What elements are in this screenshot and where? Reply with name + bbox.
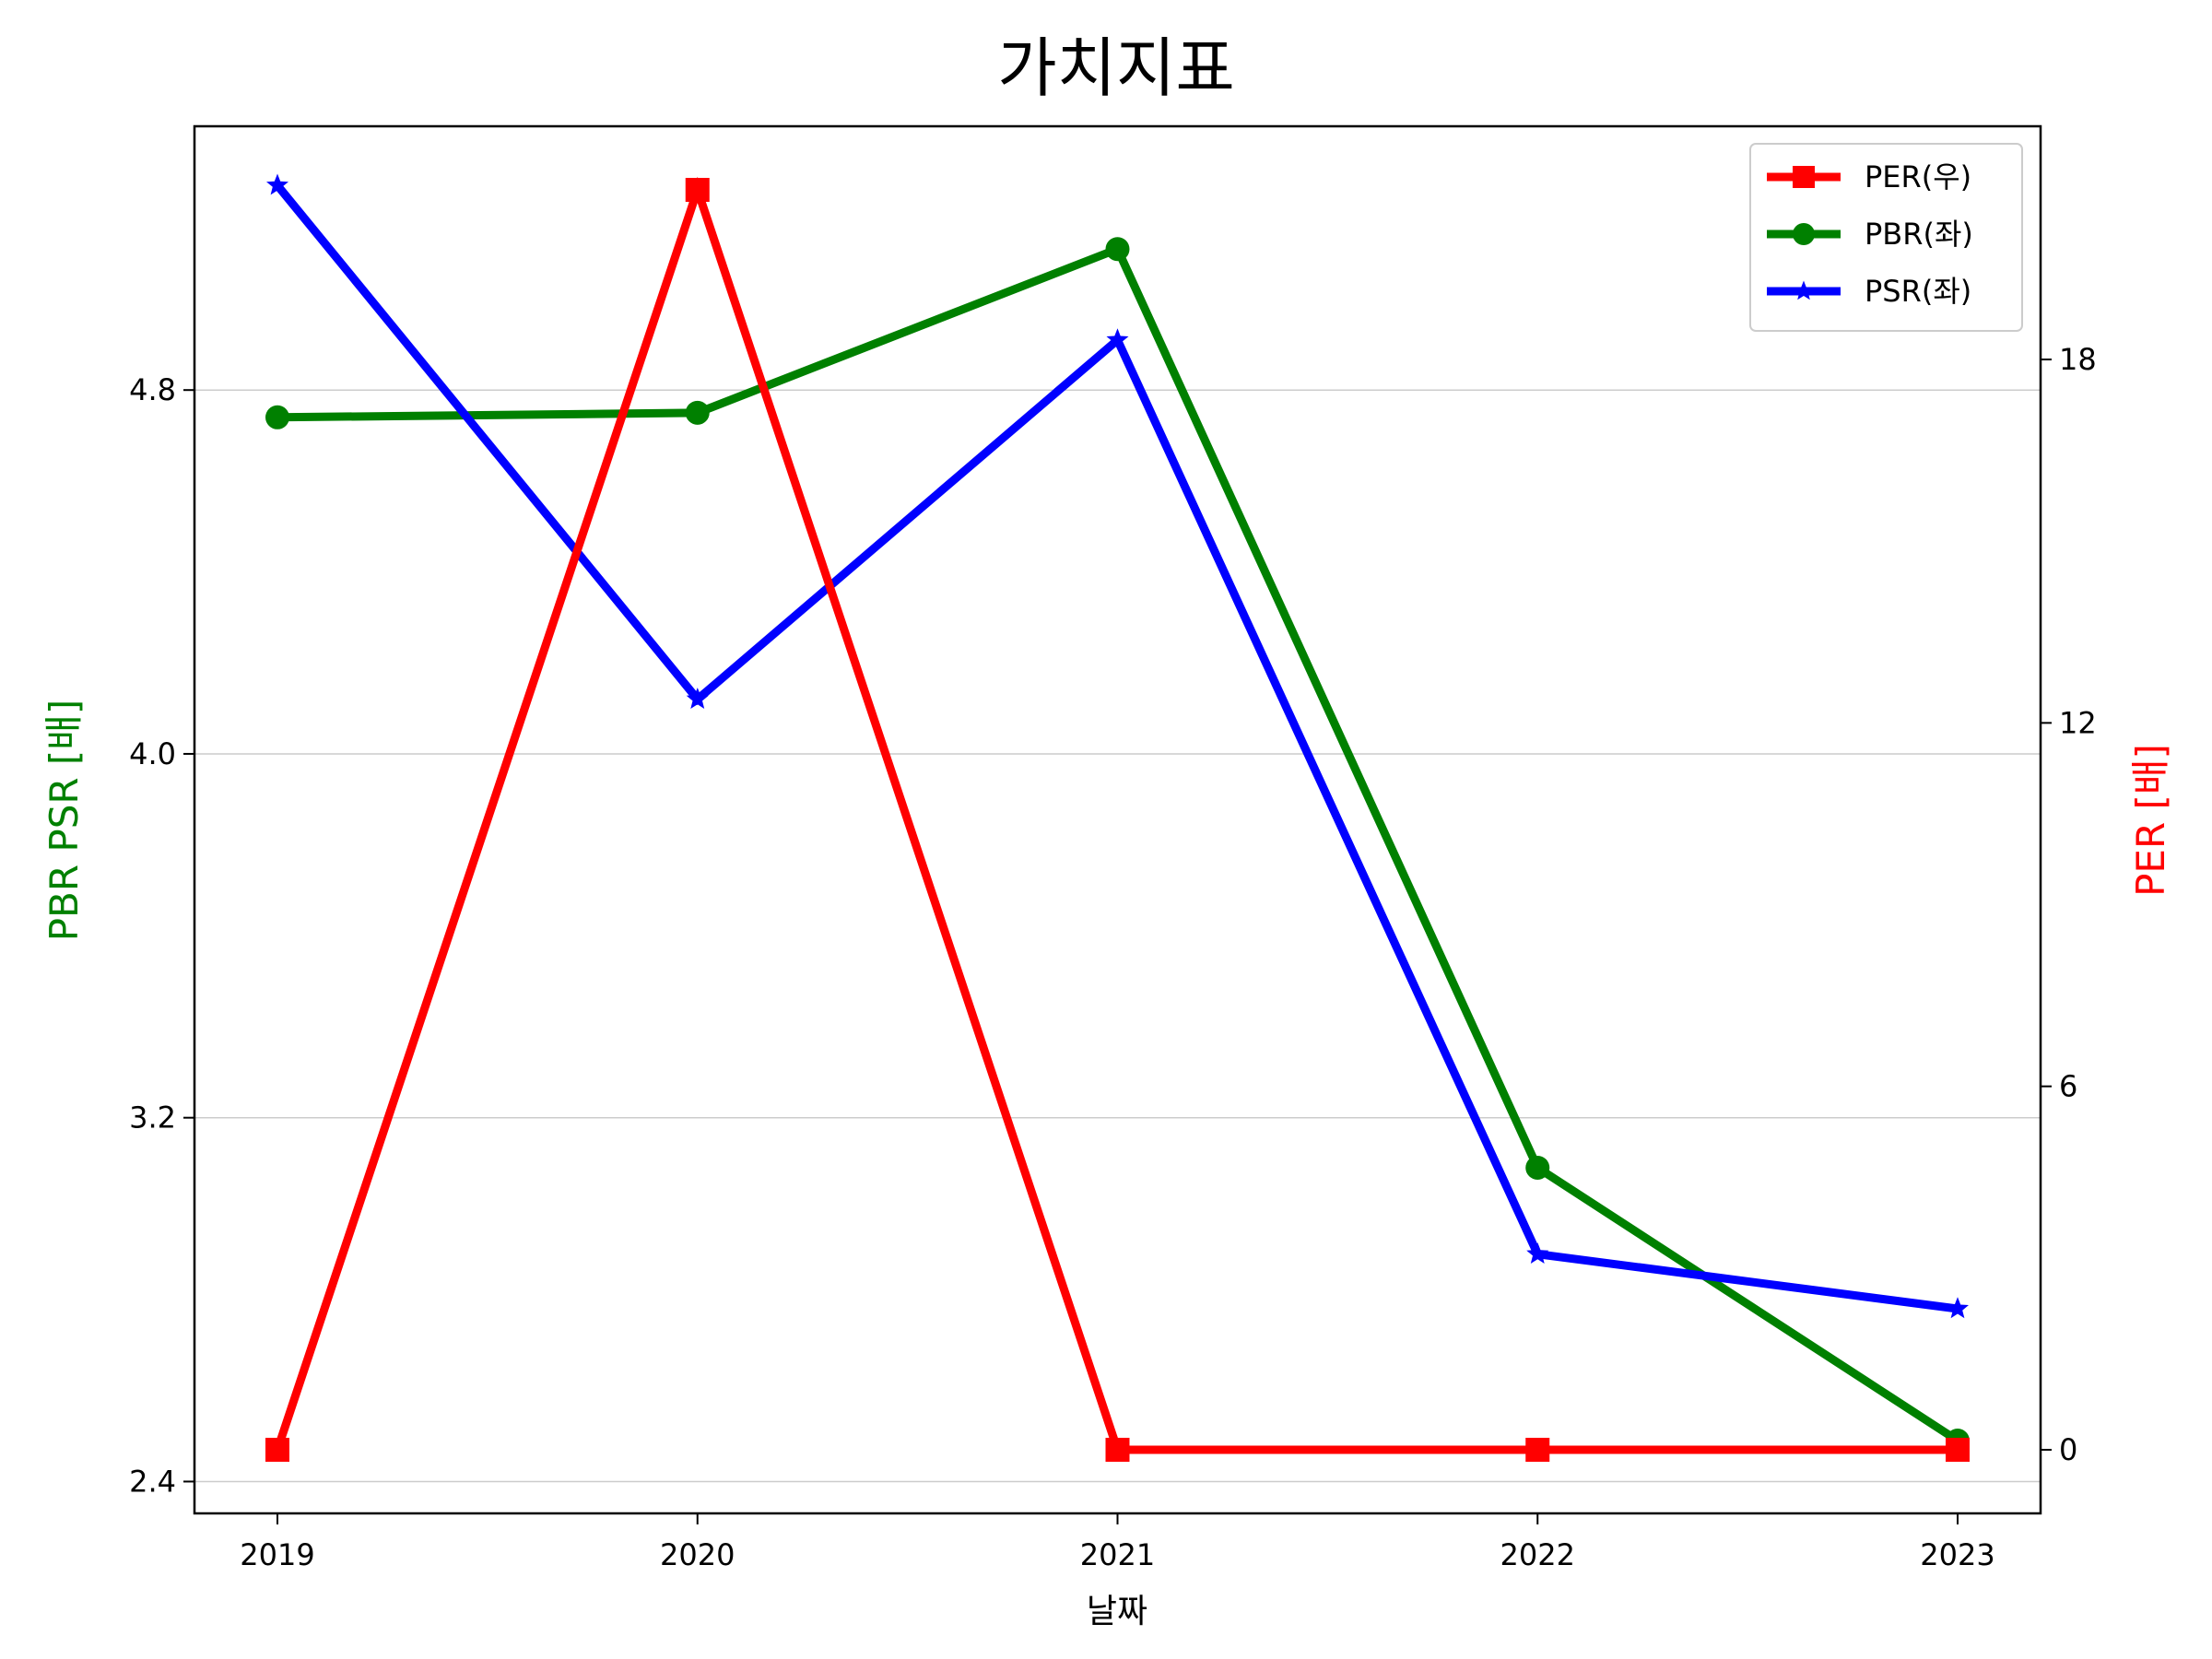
chart-title: 가치지표 <box>997 30 1235 106</box>
data-point <box>265 405 289 429</box>
data-point <box>685 400 710 425</box>
grid-lines <box>194 389 2041 1483</box>
legend-entry: PSR(좌) <box>1767 274 1971 309</box>
x-tick-label: 2022 <box>1500 1537 1575 1572</box>
data-point <box>1106 328 1129 350</box>
plot-series <box>265 173 1970 1462</box>
data-point <box>1526 1242 1549 1264</box>
right-y-axis-label: PER [배] <box>2128 744 2173 897</box>
legend-label: PSR(좌) <box>1865 274 1971 309</box>
left-y-tick-label: 4.0 <box>129 736 176 771</box>
x-axis-label: 날짜 <box>1087 1593 1147 1630</box>
legend: PER(우) PBR(좌) PSR(좌) <box>1749 143 2023 332</box>
legend-entries: PER(우) PBR(좌) PSR(좌) <box>1767 159 1973 309</box>
data-point <box>686 688 709 709</box>
data-point <box>1947 1297 1969 1319</box>
legend-label: PER(우) <box>1865 159 1971 194</box>
left-y-tick-label: 4.8 <box>129 372 176 407</box>
right-y-tick-label: 6 <box>2059 1069 2077 1104</box>
x-tick-label: 2019 <box>240 1537 314 1572</box>
legend-marker <box>1793 166 1815 188</box>
data-point <box>1105 1437 1130 1462</box>
x-tick-label: 2020 <box>660 1537 735 1572</box>
x-axis: 2019 2020 2021 2022 2023 <box>240 1513 1995 1572</box>
data-point <box>265 1437 289 1462</box>
data-point <box>1525 1155 1550 1180</box>
left-y-axis-label: PBR PSR [배] <box>41 700 87 942</box>
x-tick-label: 2021 <box>1080 1537 1155 1572</box>
right-y-tick-label: 12 <box>2059 705 2097 740</box>
data-point <box>685 178 710 203</box>
left-y-tick-label: 2.4 <box>129 1464 176 1499</box>
right-y-tick-label: 0 <box>2059 1432 2077 1467</box>
data-point <box>1946 1437 1970 1462</box>
x-tick-label: 2023 <box>1920 1537 1994 1572</box>
data-point <box>1105 237 1130 262</box>
legend-entry: PER(우) <box>1767 159 1971 194</box>
legend-marker <box>1793 223 1815 245</box>
legend-entry: PBR(좌) <box>1767 217 1973 252</box>
left-y-tick-label: 3.2 <box>129 1100 176 1135</box>
series-PBR(좌) <box>265 237 1970 1453</box>
series-PSR(좌) <box>266 173 1969 1319</box>
legend-box <box>1749 143 2023 332</box>
left-y-axis: 2.4 3.2 4.0 4.8 <box>129 372 194 1499</box>
legend-label: PBR(좌) <box>1865 217 1973 252</box>
series-PER(우) <box>265 176 1970 1462</box>
data-point <box>1525 1437 1550 1462</box>
legend-marker <box>1794 280 1814 300</box>
data-point <box>266 173 288 195</box>
right-y-tick-label: 18 <box>2059 342 2097 377</box>
right-y-axis: 0 6 12 18 <box>2041 342 2097 1467</box>
